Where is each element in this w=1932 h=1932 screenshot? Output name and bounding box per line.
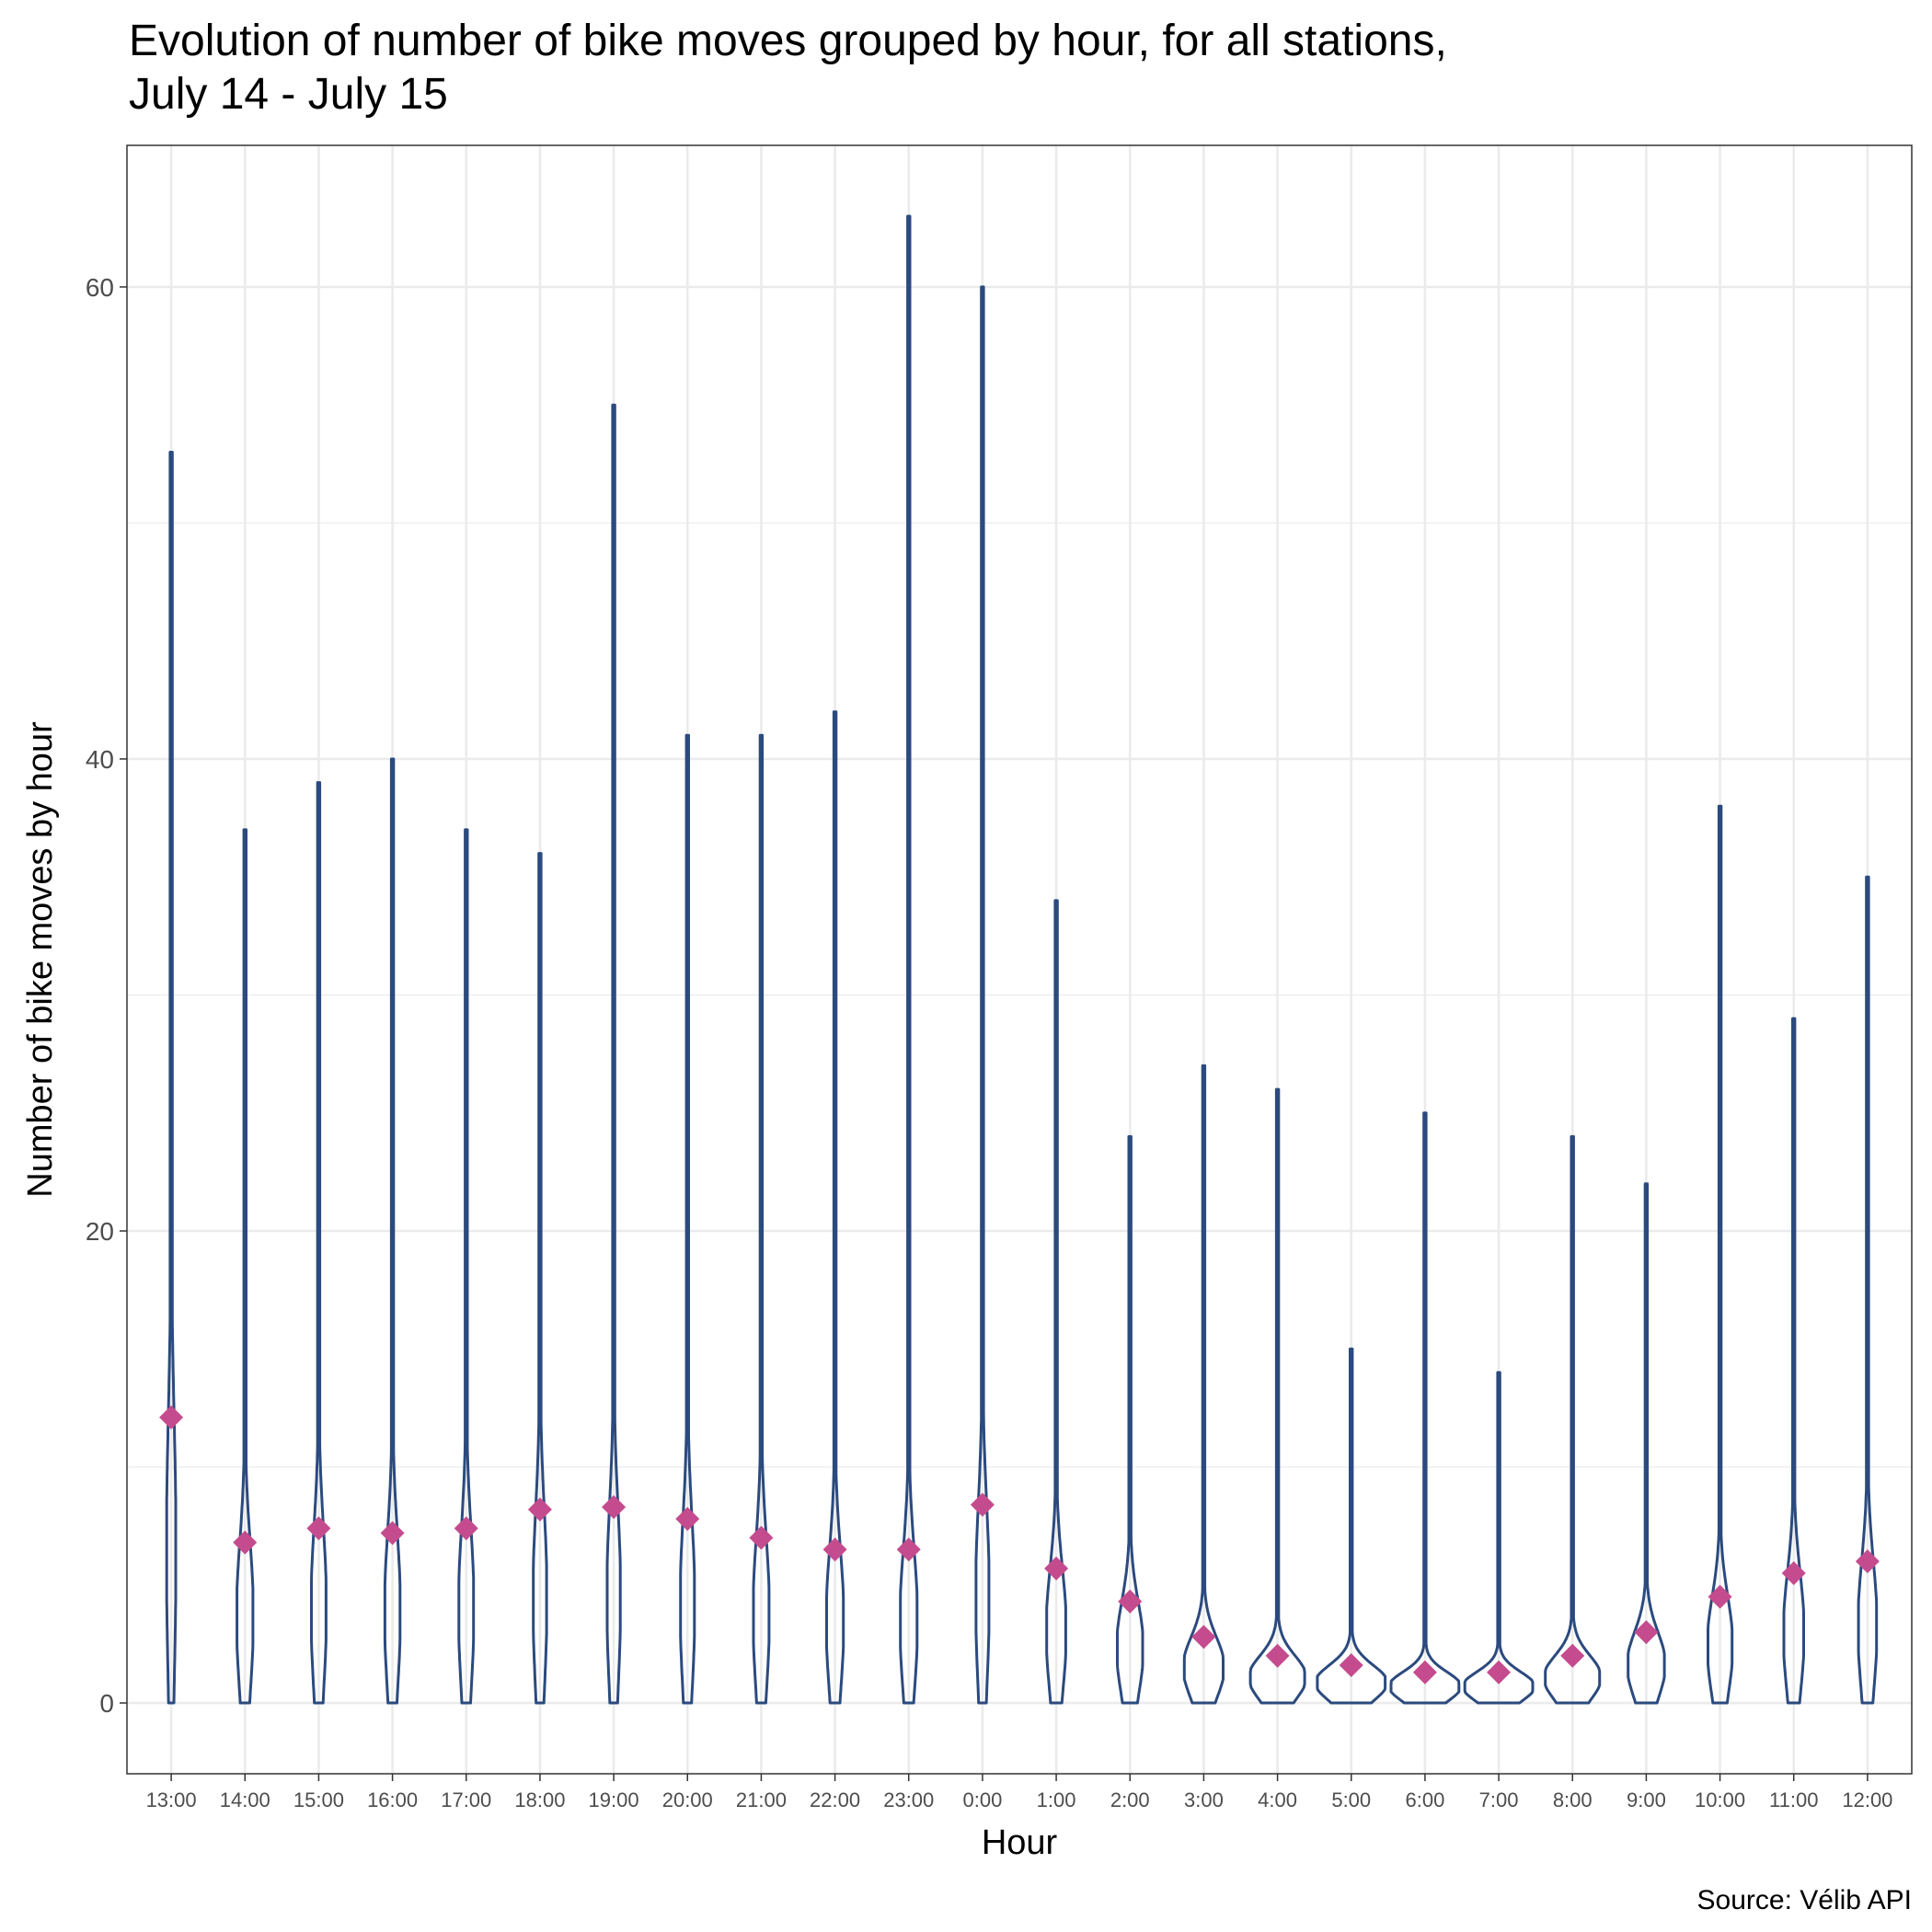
x-tick-label: 3:00: [1184, 1788, 1224, 1811]
mean-marker-21:00: [749, 1525, 774, 1550]
x-tick-label: 22:00: [810, 1788, 860, 1811]
violin-4:00: [1248, 1087, 1306, 1705]
plot-panel-background: [127, 145, 1912, 1774]
mean-marker-13:00: [159, 1405, 184, 1430]
x-tick-label: 17:00: [441, 1788, 491, 1811]
x-axis-title: Hour: [982, 1823, 1058, 1862]
violin-5:00: [1316, 1347, 1387, 1705]
y-tick-label: 0: [99, 1689, 114, 1718]
x-axis-ticks: 13:00 14:00 15:00 16:00 17:00 18:00 19:00 20:00…: [146, 1774, 1892, 1811]
violin-12:00: [1857, 875, 1879, 1705]
x-tick-label: 20:00: [662, 1788, 713, 1811]
x-tick-label: 19:00: [589, 1788, 639, 1811]
x-tick-label: 10:00: [1695, 1788, 1745, 1811]
mean-marker-1:00: [1044, 1556, 1069, 1581]
mean-marker-6:00: [1412, 1660, 1437, 1685]
violin-23:00: [899, 214, 919, 1705]
x-tick-label: 4:00: [1258, 1788, 1297, 1811]
violin-0:00: [974, 285, 991, 1705]
violins: [165, 214, 1879, 1705]
violin-22:00: [825, 710, 845, 1705]
x-tick-label: 12:00: [1842, 1788, 1892, 1811]
y-tick-label: 20: [86, 1217, 114, 1246]
x-tick-label: 9:00: [1627, 1788, 1666, 1811]
violin-16:00: [383, 757, 402, 1705]
y-tick-label: 40: [86, 745, 114, 774]
violin-15:00: [310, 781, 328, 1705]
y-axis-ticks: 0 20 40 60: [86, 273, 127, 1718]
x-tick-label: 0:00: [963, 1788, 1003, 1811]
mean-marker-17:00: [454, 1516, 478, 1541]
mean-marker-5:00: [1339, 1653, 1363, 1677]
violin-6:00: [1389, 1111, 1461, 1705]
violin-10:00: [1707, 804, 1734, 1705]
violin-9:00: [1627, 1182, 1666, 1705]
mean-marker-11:00: [1781, 1560, 1806, 1585]
x-tick-label: 1:00: [1037, 1788, 1076, 1811]
x-tick-label: 8:00: [1553, 1788, 1593, 1811]
mean-marker-3:00: [1191, 1625, 1216, 1650]
x-tick-label: 15:00: [293, 1788, 344, 1811]
mean-marker-12:00: [1855, 1549, 1880, 1574]
x-tick-label: 21:00: [736, 1788, 787, 1811]
mean-marker-16:00: [380, 1521, 405, 1546]
x-tick-label: 13:00: [146, 1788, 197, 1811]
mean-marker-22:00: [822, 1537, 847, 1562]
violin-13:00: [165, 451, 178, 1705]
x-tick-label: 6:00: [1405, 1788, 1444, 1811]
chart-title-line-2: July 14 - July 15: [129, 70, 448, 119]
mean-marker-10:00: [1708, 1584, 1732, 1609]
plot-panel-border: [126, 144, 1913, 1775]
mean-marker-2:00: [1118, 1589, 1143, 1614]
mean-marker-20:00: [675, 1506, 700, 1531]
violin-8:00: [1544, 1134, 1602, 1705]
violin-19:00: [605, 403, 622, 1705]
x-tick-label: 2:00: [1110, 1788, 1150, 1811]
violin-7:00: [1463, 1371, 1535, 1705]
mean-marker-4:00: [1265, 1643, 1290, 1668]
source-caption: Source: Vélib API: [1697, 1885, 1912, 1915]
mean-marker-7:00: [1487, 1660, 1512, 1685]
x-tick-label: 11:00: [1769, 1788, 1818, 1811]
violin-21:00: [752, 733, 771, 1705]
chart-title-line-1: Evolution of number of bike moves groupe…: [129, 17, 1447, 65]
mean-marker-0:00: [970, 1492, 995, 1517]
violin-18:00: [532, 852, 548, 1705]
mean-marker-23:00: [896, 1537, 921, 1562]
x-tick-label: 23:00: [883, 1788, 934, 1811]
y-axis-title: Number of bike moves by hour: [21, 721, 60, 1198]
mean-marker-14:00: [233, 1530, 258, 1555]
violin-14:00: [236, 828, 255, 1705]
y-tick-label: 60: [86, 273, 114, 302]
violin-2:00: [1116, 1134, 1144, 1705]
x-tick-label: 5:00: [1331, 1788, 1371, 1811]
mean-marker-19:00: [602, 1495, 627, 1520]
x-tick-label: 14:00: [220, 1788, 270, 1811]
violin-3:00: [1182, 1064, 1225, 1705]
violin-17:00: [457, 828, 476, 1705]
x-tick-label: 7:00: [1479, 1788, 1519, 1811]
mean-marker-9:00: [1634, 1620, 1659, 1645]
mean-marker-18:00: [527, 1497, 552, 1522]
mean-markers: [159, 1405, 1880, 1685]
x-tick-label: 18:00: [514, 1788, 565, 1811]
violin-20:00: [679, 733, 696, 1705]
violin-11:00: [1782, 1017, 1805, 1705]
x-tick-label: 16:00: [367, 1788, 418, 1811]
mean-marker-15:00: [306, 1516, 331, 1541]
mean-marker-8:00: [1560, 1643, 1585, 1668]
violin-1:00: [1045, 899, 1067, 1705]
